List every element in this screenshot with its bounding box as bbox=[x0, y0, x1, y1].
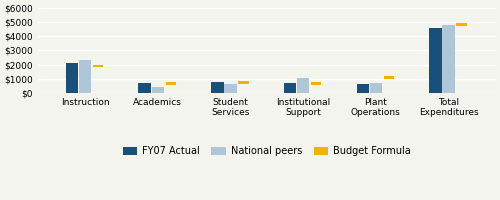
Bar bbox=[297, 78, 310, 93]
Bar bbox=[138, 83, 151, 93]
Bar bbox=[224, 84, 236, 93]
Bar bbox=[442, 25, 455, 93]
Bar bbox=[93, 65, 104, 67]
Bar bbox=[456, 23, 467, 26]
Bar bbox=[238, 81, 249, 84]
Bar bbox=[66, 63, 78, 93]
Bar bbox=[166, 82, 176, 85]
Bar bbox=[284, 83, 296, 93]
Legend: FY07 Actual, National peers, Budget Formula: FY07 Actual, National peers, Budget Form… bbox=[118, 142, 415, 160]
Bar bbox=[356, 84, 369, 93]
Bar bbox=[311, 82, 322, 85]
Bar bbox=[152, 87, 164, 93]
Bar bbox=[211, 82, 224, 93]
Bar bbox=[79, 60, 91, 93]
Bar bbox=[384, 76, 394, 79]
Bar bbox=[430, 28, 442, 93]
Bar bbox=[370, 83, 382, 93]
